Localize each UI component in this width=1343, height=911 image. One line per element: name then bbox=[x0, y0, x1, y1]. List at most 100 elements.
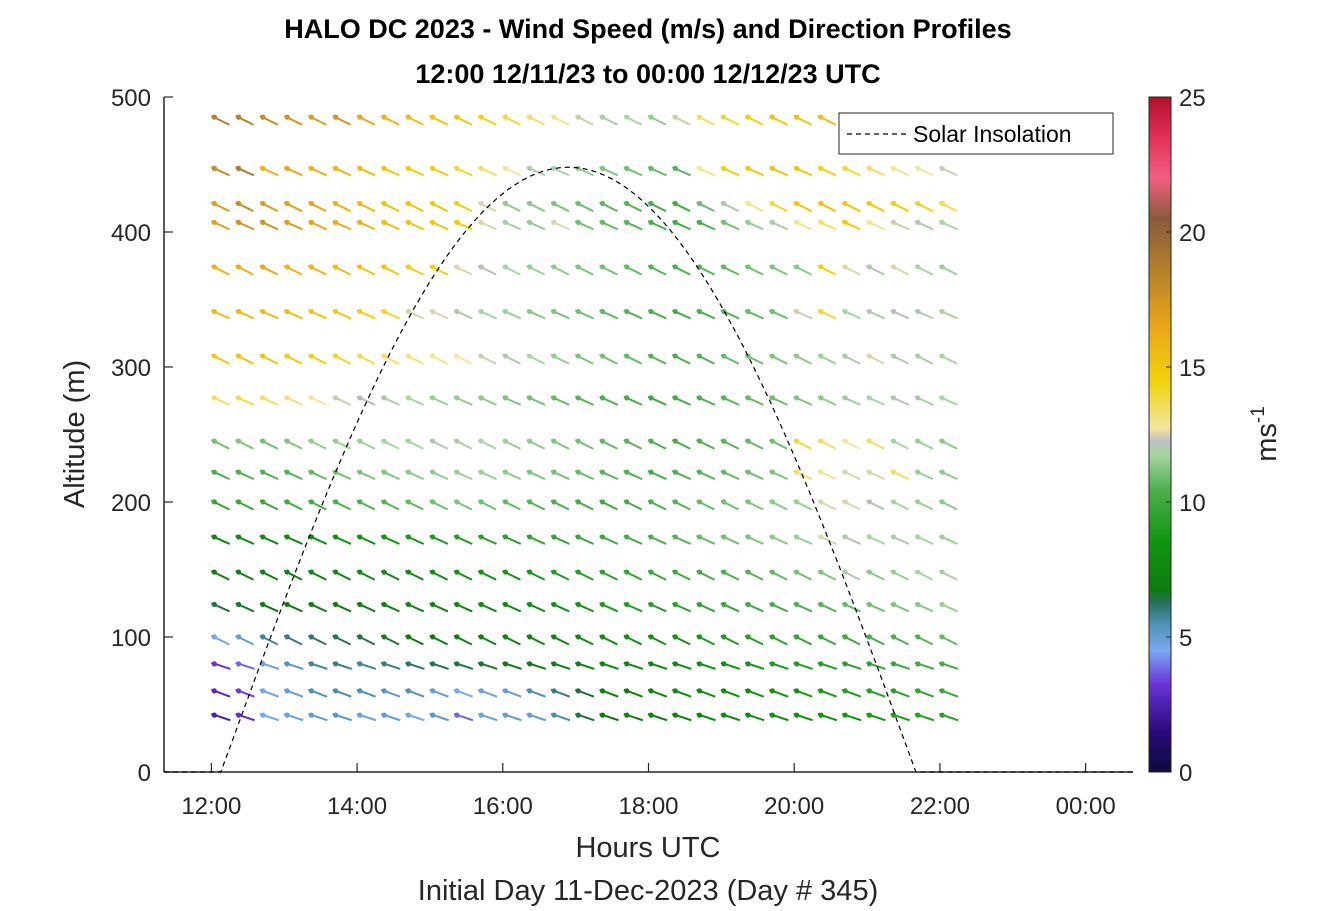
wind-arrow-head bbox=[502, 219, 509, 225]
x-tick-label: 18:00 bbox=[618, 793, 678, 820]
wind-arrow-head bbox=[891, 264, 897, 270]
wind-arrow-head bbox=[891, 200, 897, 207]
wind-arrow-head bbox=[308, 688, 315, 694]
wind-arrow-head bbox=[648, 569, 654, 575]
wind-arrow-head bbox=[721, 219, 727, 225]
wind-arrow-head bbox=[696, 438, 703, 444]
wind-arrow-head bbox=[284, 200, 290, 207]
wind-arrow-head bbox=[527, 601, 533, 608]
wind-arrow-head bbox=[721, 165, 727, 171]
wind-arrow-head bbox=[939, 601, 945, 608]
wind-arrow-head bbox=[818, 569, 824, 575]
wind-arrow-head bbox=[502, 200, 509, 207]
wind-arrow-head bbox=[478, 569, 484, 575]
wind-arrow-head bbox=[478, 661, 484, 667]
wind-arrow-head bbox=[454, 114, 460, 120]
wind-arrow-head bbox=[236, 601, 242, 608]
wind-arrow-head bbox=[769, 308, 775, 315]
wind-arrow-head bbox=[721, 569, 727, 575]
wind-arrow-head bbox=[502, 634, 509, 640]
wind-arrow-head bbox=[915, 165, 921, 171]
wind-arrow-head bbox=[624, 499, 630, 505]
wind-arrow-head bbox=[236, 264, 242, 270]
wind-arrow-head bbox=[333, 469, 339, 475]
wind-arrow-head bbox=[842, 634, 848, 640]
y-tick-group: 0 100 200 300 400 500 bbox=[111, 85, 173, 787]
wind-arrow-head bbox=[551, 114, 557, 120]
wind-arrow-head bbox=[430, 264, 436, 270]
wind-arrow-head bbox=[866, 661, 873, 667]
wind-arrow-head bbox=[260, 114, 266, 120]
wind-arrow-head bbox=[333, 634, 339, 640]
wind-arrow-head bbox=[891, 569, 897, 575]
wind-arrow-head bbox=[648, 499, 654, 505]
wind-arrow-head bbox=[599, 688, 606, 694]
wind-arrow-head bbox=[794, 438, 800, 444]
wind-arrow-head bbox=[502, 165, 509, 171]
wind-arrow-head bbox=[357, 395, 363, 401]
y-tick-label: 400 bbox=[111, 220, 151, 247]
wind-arrow-head bbox=[648, 200, 654, 207]
wind-arrow-head bbox=[818, 165, 824, 171]
wind-arrow-head bbox=[648, 219, 654, 225]
wind-arrow-head bbox=[648, 688, 654, 694]
wind-arrow-head bbox=[794, 165, 800, 171]
wind-arrow-head bbox=[721, 469, 727, 475]
wind-arrow-head bbox=[405, 308, 412, 315]
wind-arrow-head bbox=[939, 534, 945, 540]
wind-arrow-head bbox=[454, 353, 460, 359]
wind-arrow-head bbox=[769, 499, 775, 505]
wind-arrow-head bbox=[308, 499, 315, 505]
wind-arrow-head bbox=[818, 661, 824, 667]
wind-arrow-head bbox=[333, 661, 339, 667]
wind-arrow-head bbox=[624, 569, 630, 575]
wind-arrow-head bbox=[527, 395, 533, 401]
wind-arrow-head bbox=[818, 469, 824, 475]
wind-arrow-head bbox=[939, 353, 945, 359]
wind-arrow-head bbox=[405, 353, 412, 359]
wind-arrow-head bbox=[284, 353, 290, 359]
wind-arrow-head bbox=[866, 634, 873, 640]
wind-arrow-head bbox=[381, 200, 387, 207]
wind-arrow-head bbox=[891, 601, 897, 608]
wind-arrow-head bbox=[696, 661, 703, 667]
wind-arrow-head bbox=[405, 688, 412, 694]
wind-arrow-head bbox=[648, 395, 654, 401]
wind-arrow-head bbox=[454, 200, 460, 207]
wind-arrow-head bbox=[478, 308, 484, 315]
wind-arrow-head bbox=[357, 114, 363, 120]
wind-arrow-head bbox=[308, 569, 315, 575]
wind-arrow-head bbox=[866, 469, 873, 475]
wind-arrow-head bbox=[454, 395, 460, 401]
wind-arrow-head bbox=[381, 634, 387, 640]
wind-arrow-head bbox=[211, 395, 217, 401]
wind-arrow-head bbox=[745, 712, 751, 718]
wind-arrow-head bbox=[333, 114, 339, 120]
wind-arrow-head bbox=[527, 569, 533, 575]
wind-arrow-head bbox=[357, 200, 363, 207]
wind-arrow-head bbox=[939, 499, 945, 505]
wind-arrow-head bbox=[454, 469, 460, 475]
y-axis-label: Altitude (m) bbox=[59, 360, 91, 508]
wind-arrow-head bbox=[236, 200, 242, 207]
wind-arrow-head bbox=[284, 469, 290, 475]
wind-arrow-head bbox=[891, 308, 897, 315]
wind-arrow-head bbox=[478, 688, 484, 694]
wind-arrow-head bbox=[624, 114, 630, 120]
wind-arrow-head bbox=[381, 395, 387, 401]
wind-arrow-head bbox=[648, 438, 654, 444]
wind-arrow-head bbox=[891, 395, 897, 401]
wind-arrow-head bbox=[211, 219, 217, 225]
colorbar-tick-label: 0 bbox=[1179, 760, 1192, 787]
wind-arrow-head bbox=[478, 499, 484, 505]
wind-arrow-head bbox=[211, 569, 217, 575]
colorbar-tick-label: 25 bbox=[1179, 85, 1206, 112]
colorbar-tick-label: 15 bbox=[1179, 355, 1206, 382]
wind-arrow-head bbox=[624, 395, 630, 401]
wind-arrow-head bbox=[745, 661, 751, 667]
wind-arrow-head bbox=[333, 534, 339, 540]
wind-arrow-head bbox=[454, 569, 460, 575]
wind-arrow-head bbox=[672, 353, 678, 359]
wind-arrow-head bbox=[260, 165, 266, 171]
wind-arrow-head bbox=[696, 219, 703, 225]
